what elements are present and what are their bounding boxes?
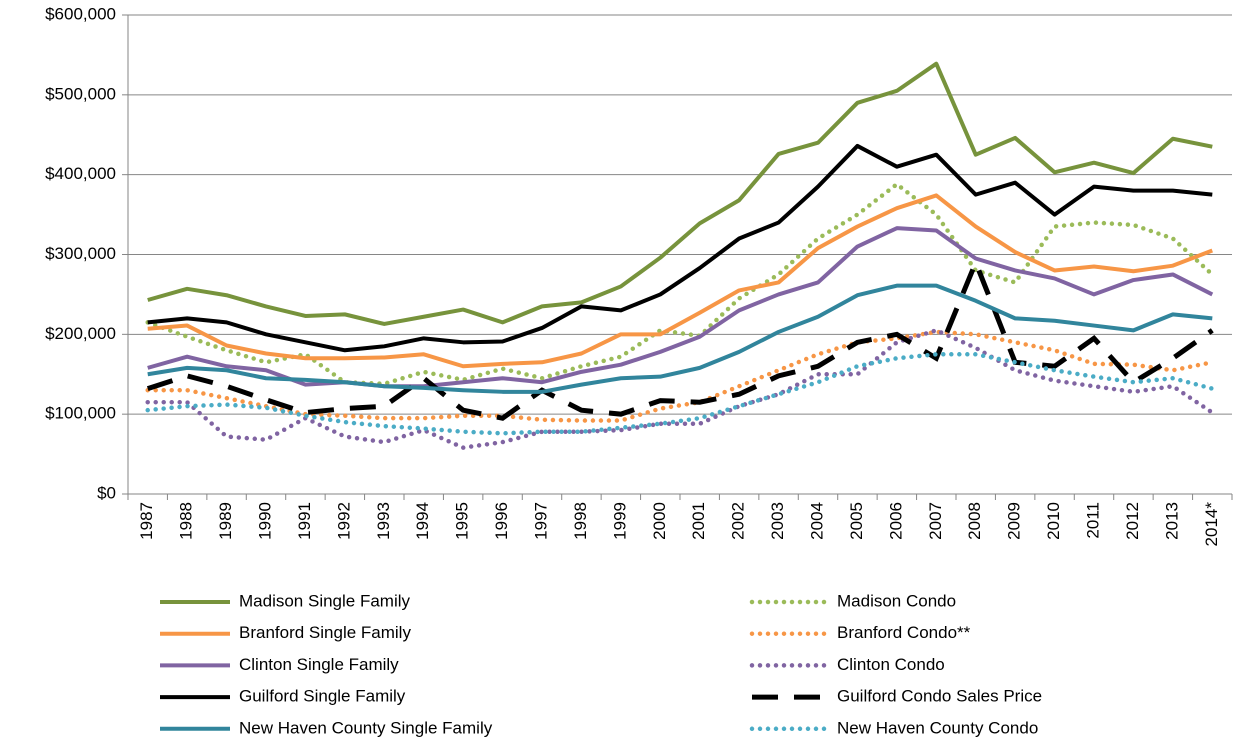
y-tick-label: $300,000 [45,244,116,263]
x-tick-label: 2001 [689,502,708,540]
x-tick-label: 1988 [177,502,196,540]
x-tick-label: 2008 [965,502,984,540]
series-line [147,193,1214,369]
x-tick-label: 2009 [1005,502,1024,540]
x-tick-label: 1989 [216,502,235,540]
x-tick-label: 1992 [334,502,353,540]
x-tick-label: 2003 [768,502,787,540]
series-line [147,283,1213,394]
x-tick-label: 1987 [137,502,156,540]
x-tick-label: 1996 [492,502,511,540]
series-line [147,143,1213,353]
y-tick-label: $400,000 [45,164,116,183]
y-tick-label: $0 [97,483,116,502]
x-tick-label: 2005 [847,502,866,540]
x-tick-label: 2010 [1044,502,1063,540]
legend-label: New Haven County Single Family [239,718,493,737]
y-tick-label: $200,000 [45,324,116,343]
legend-label: Branford Condo** [837,623,971,642]
x-tick-label: 1990 [255,502,274,540]
x-tick-label: 1997 [531,502,550,540]
x-tick-label: 2000 [650,502,669,540]
x-tick-label: 1993 [374,502,393,540]
x-tick-label: 2013 [1162,502,1181,540]
y-tick-label: $500,000 [45,84,116,103]
x-tick-label: 1991 [295,502,314,540]
legend-label: New Haven County Condo [837,718,1038,737]
legend-label: Madison Single Family [239,591,411,610]
series-line [145,329,1215,423]
x-tick-label: 2014* [1202,502,1221,547]
x-tick-label: 1999 [610,502,629,540]
series-line [146,255,1214,421]
x-tick-label: 2011 [1083,502,1102,539]
x-tick-label: 2007 [926,502,945,540]
x-tick-label: 2006 [886,502,905,540]
legend-label: Guilford Single Family [239,687,406,706]
x-tick-label: 1994 [413,502,432,540]
series-line [145,352,1215,436]
legend-label: Madison Condo [837,591,956,610]
legend-label: Guilford Condo Sales Price [837,687,1042,706]
series-line [145,327,1215,451]
x-tick-label: 2002 [729,502,748,540]
y-tick-label: $600,000 [45,4,116,23]
x-tick-label: 1995 [453,502,472,540]
x-tick-label: 2012 [1123,502,1142,540]
x-tick-label: 2004 [807,502,826,540]
series-line [147,61,1213,326]
legend-label: Branford Single Family [239,623,411,642]
series-line [147,226,1214,389]
x-tick-label: 1998 [571,502,590,540]
legend-label: Clinton Single Family [239,655,399,674]
y-tick-label: $100,000 [45,404,116,423]
legend-label: Clinton Condo [837,655,945,674]
